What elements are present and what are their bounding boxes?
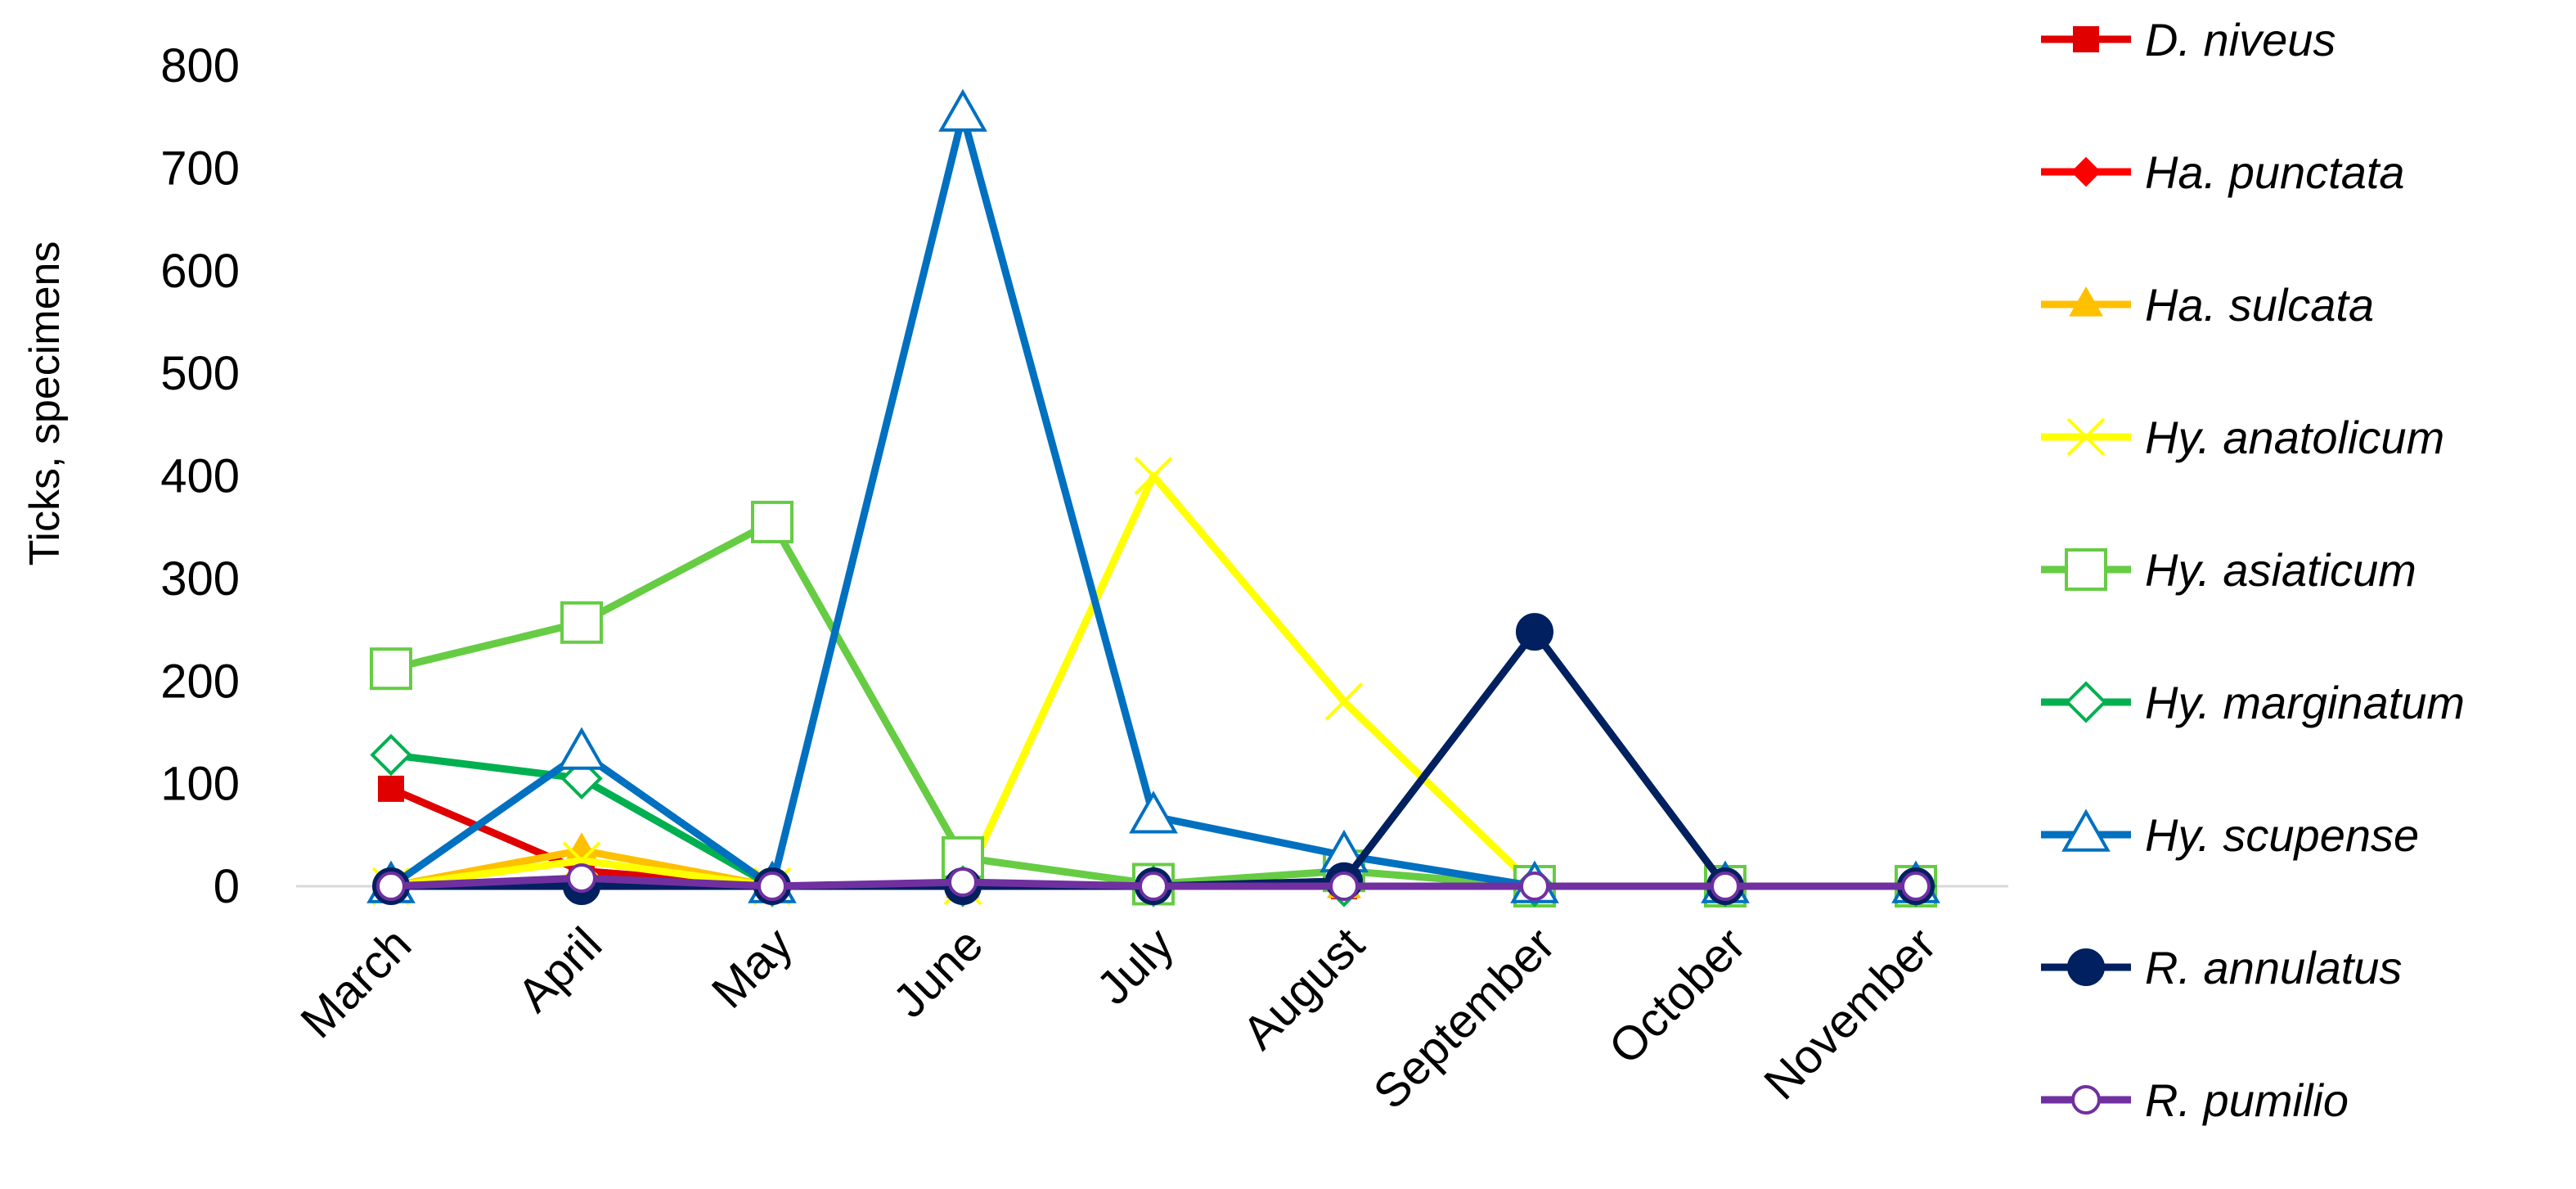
y-axis-title: Ticks, specimens: [21, 241, 69, 566]
legend-item: Hy. asiaticum: [2041, 544, 2416, 596]
data-point: [567, 862, 596, 893]
data-point: [1520, 871, 1549, 901]
legend-label: Ha. sulcata: [2145, 279, 2374, 331]
data-point: [2073, 26, 2099, 52]
data-point: [370, 647, 412, 691]
legend-item: Hy. anatolicum: [2041, 412, 2444, 463]
y-tick-label: 200: [160, 655, 240, 708]
data-point: [376, 871, 406, 901]
x-tick-label: October: [1598, 917, 1756, 1074]
series-layer: [366, 88, 1940, 908]
legend-label: Ha. punctata: [2145, 146, 2405, 198]
y-tick-label: 0: [214, 860, 240, 913]
legend-item: Ha. punctata: [2041, 146, 2405, 198]
legend-item: Hy. marginatum: [2041, 677, 2465, 728]
x-tick-label: March: [290, 917, 421, 1048]
data-point: [2065, 681, 2107, 723]
x-tick-label: September: [1364, 917, 1566, 1119]
data-point: [1329, 871, 1359, 901]
legend-label: D. niveus: [2145, 14, 2335, 65]
data-point: [938, 88, 987, 132]
data-point: [2070, 156, 2102, 187]
data-point: [2066, 417, 2106, 457]
y-tick-label: 800: [160, 39, 240, 92]
legend-item: Ha. sulcata: [2041, 279, 2374, 331]
legend-label: Hy. marginatum: [2145, 677, 2465, 728]
y-tick-label: 100: [160, 758, 240, 811]
data-point: [2067, 948, 2105, 986]
y-tick-label: 400: [160, 450, 240, 503]
legend-label: R. annulatus: [2145, 942, 2402, 993]
legend: D. niveus Ha. punctata Ha. sulcata Hy. anat…: [2041, 14, 2465, 1126]
data-point: [1324, 682, 1364, 721]
data-point: [948, 867, 978, 897]
legend-label: Hy. scupense: [2145, 809, 2419, 861]
y-axis-tick-labels: 0 100 200 300 400 500 600 700 800: [160, 39, 240, 913]
legend-item: Hy. scupense: [2041, 808, 2419, 861]
series-line: [389, 110, 1916, 890]
data-point: [560, 601, 603, 644]
legend-label: R. pumilio: [2145, 1074, 2349, 1126]
legend-label: Hy. anatolicum: [2145, 412, 2444, 463]
x-tick-label: November: [1754, 917, 1946, 1110]
x-tick-label: April: [507, 917, 612, 1022]
legend-item: R. annulatus: [2041, 942, 2402, 993]
data-point: [2061, 808, 2111, 852]
y-tick-label: 700: [160, 142, 240, 195]
legend-item: D. niveus: [2041, 14, 2335, 65]
legend-label: Hy. asiaticum: [2145, 544, 2416, 596]
legend-item: R. pumilio: [2041, 1074, 2349, 1126]
x-tick-label: June: [883, 917, 993, 1028]
data-point: [2065, 548, 2107, 591]
y-tick-label: 500: [160, 347, 240, 400]
x-tick-label: August: [1233, 917, 1375, 1060]
series-hy-scupense: [366, 88, 1940, 903]
data-point: [1711, 871, 1740, 901]
x-tick-label: July: [1086, 917, 1184, 1015]
data-point: [2069, 286, 2103, 317]
series-hy-asiaticum: [370, 500, 1937, 908]
series-r-pumilio: [376, 862, 1931, 901]
data-point: [758, 871, 787, 901]
y-tick-label: 600: [160, 245, 240, 298]
data-point: [370, 733, 412, 777]
data-point: [557, 727, 606, 770]
series-hy-anatolicum: [371, 457, 1935, 906]
data-point: [1134, 457, 1173, 495]
y-tick-label: 300: [160, 552, 240, 606]
series-line: [391, 628, 1916, 890]
data-point: [378, 775, 404, 802]
data-point: [1129, 790, 1178, 834]
x-tick-label: May: [702, 917, 802, 1018]
data-point: [751, 500, 793, 543]
data-point: [1139, 871, 1168, 901]
data-point: [1901, 871, 1931, 901]
data-point: [1516, 613, 1553, 651]
data-point: [2071, 1085, 2101, 1115]
